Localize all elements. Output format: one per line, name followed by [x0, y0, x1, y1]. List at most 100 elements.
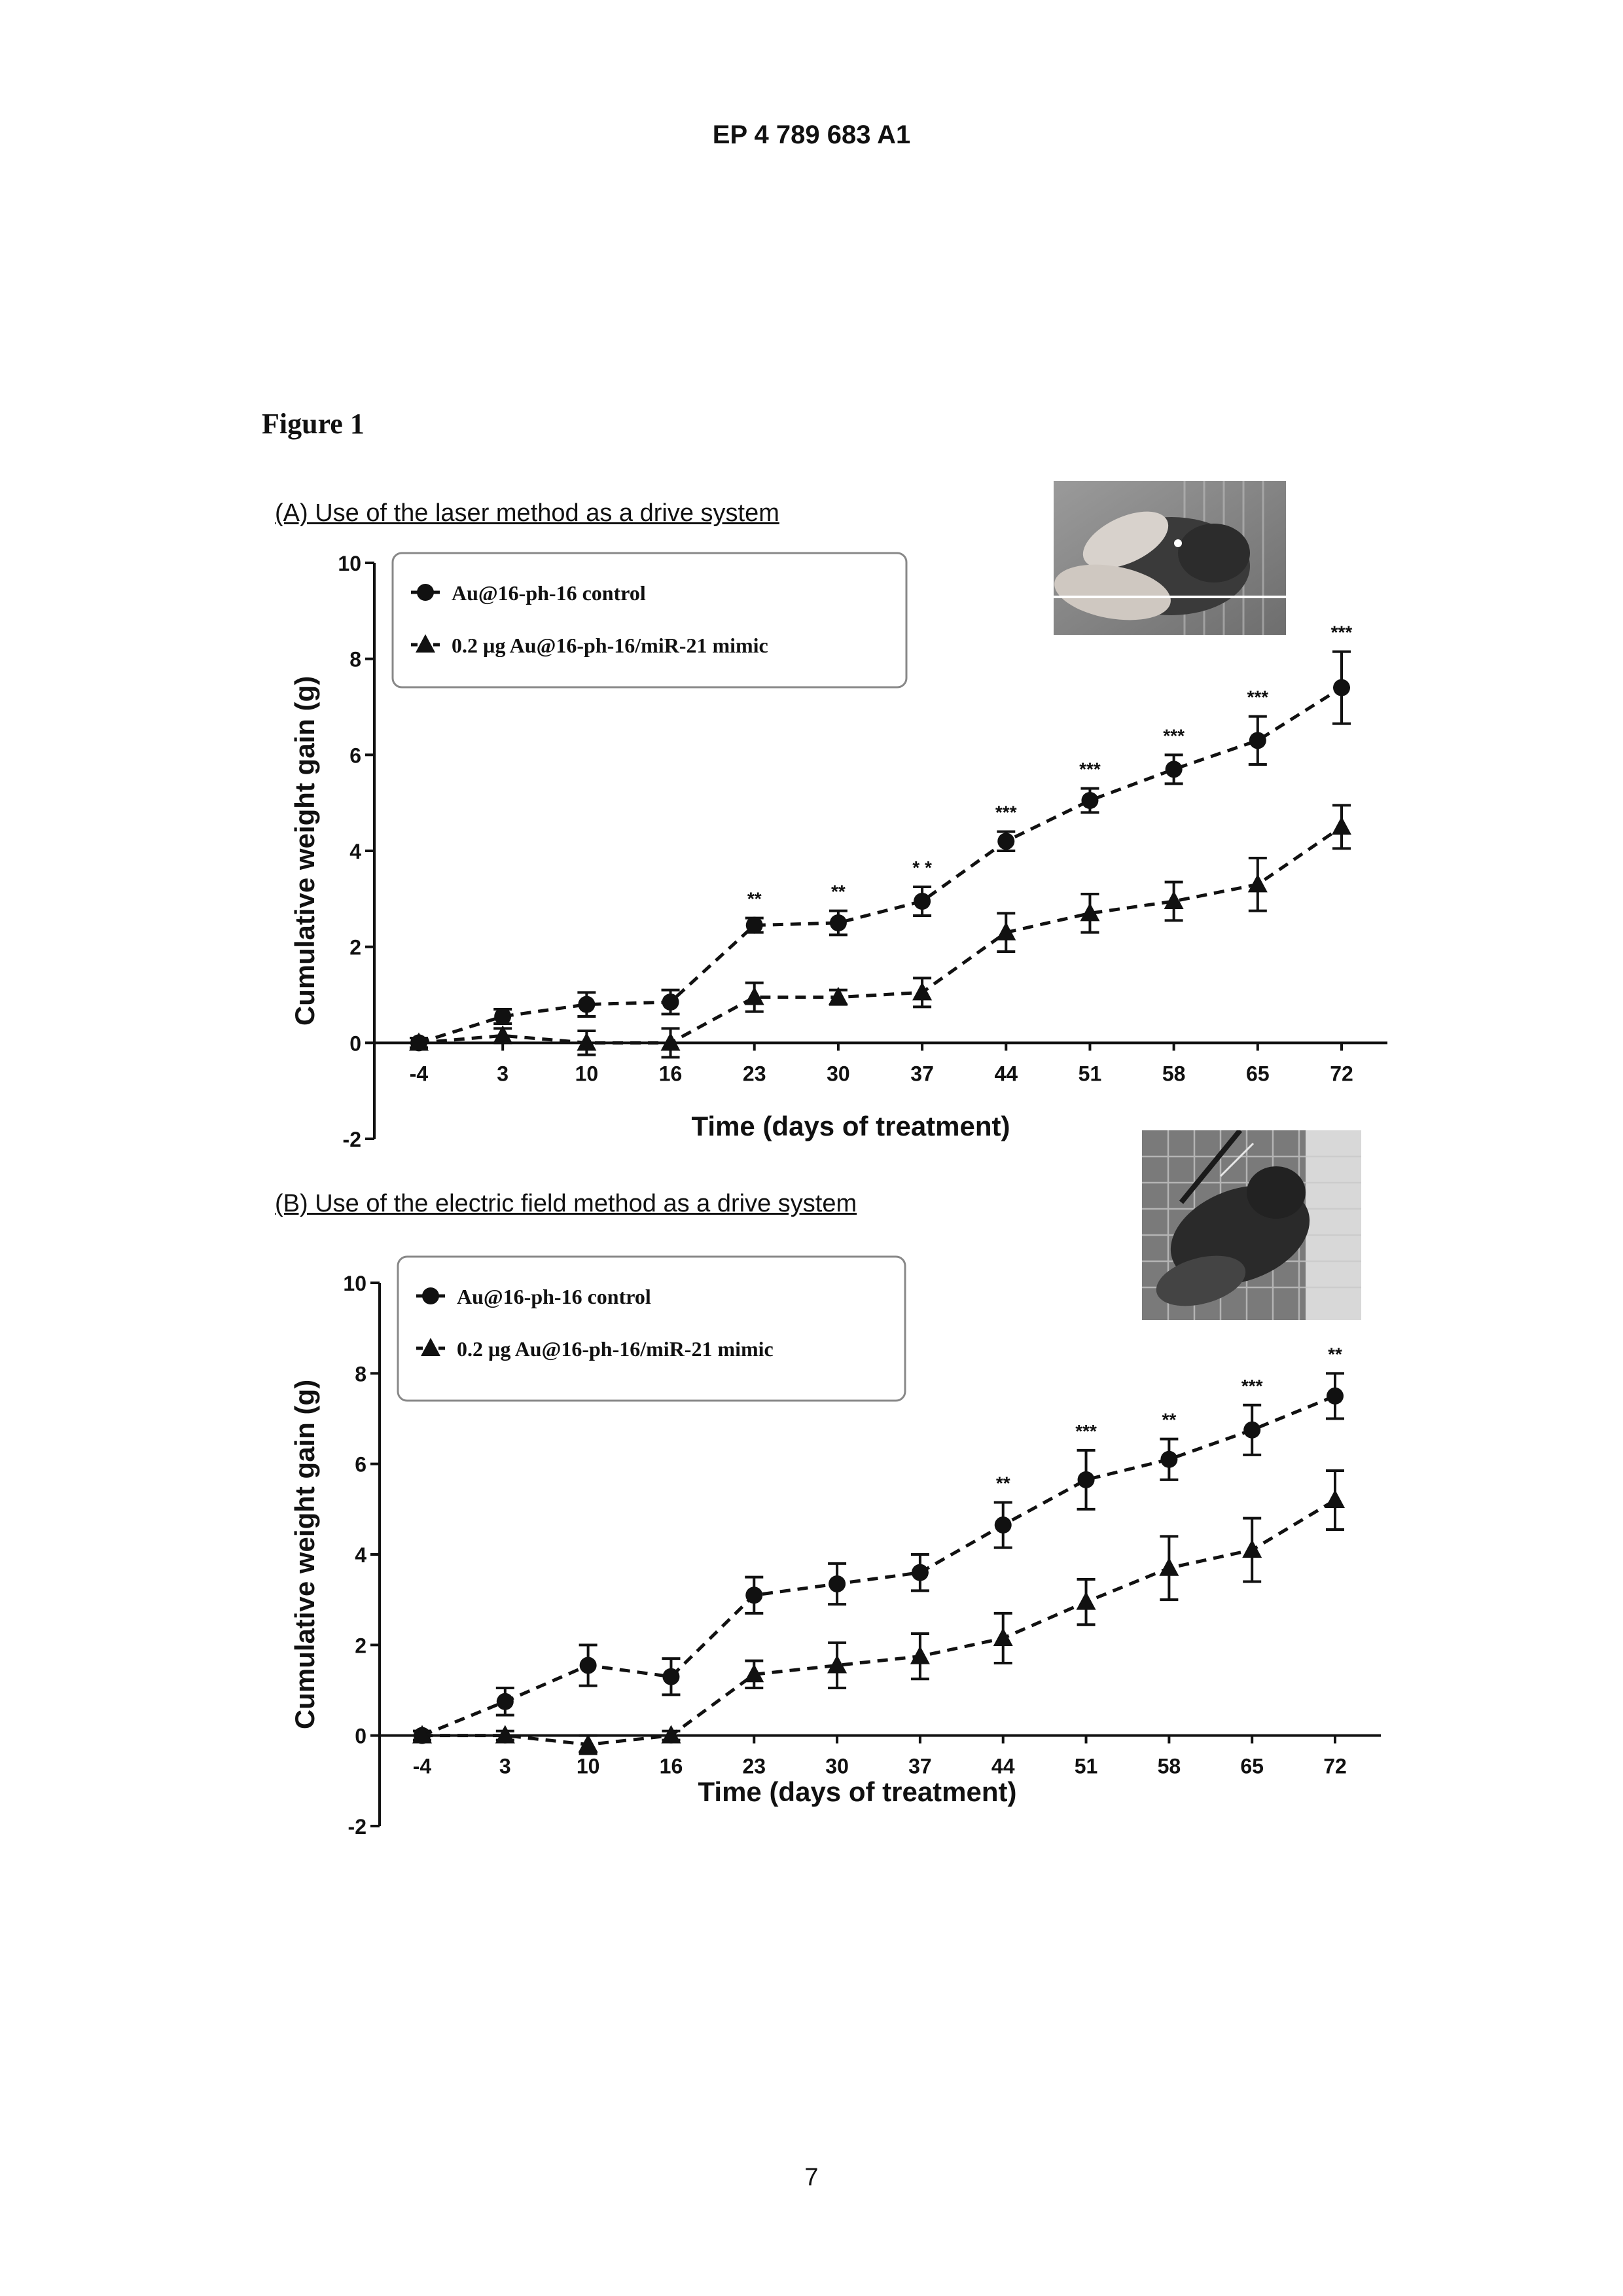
page-number: 7 [0, 2164, 1623, 2192]
x-tick-label: 3 [497, 1062, 508, 1085]
y-tick-label: 0 [349, 1031, 361, 1055]
y-axis-title: Cumulative weight gain (g) [289, 1380, 320, 1729]
data-point-circle [830, 914, 847, 931]
data-point-circle [1081, 792, 1098, 809]
y-tick-label: 2 [355, 1634, 366, 1657]
page-header: EP 4 789 683 A1 [0, 120, 1623, 150]
data-point-triangle [1325, 1490, 1345, 1508]
data-point-circle [1078, 1471, 1095, 1488]
significance-label: *** [995, 802, 1017, 823]
y-tick-label: -2 [343, 1128, 361, 1151]
x-tick-label: 72 [1330, 1062, 1353, 1085]
y-tick-label: 10 [343, 1272, 366, 1295]
y-tick-label: 8 [349, 648, 361, 672]
data-point-circle [1243, 1422, 1260, 1439]
x-tick-label: 37 [910, 1062, 934, 1085]
x-tick-label: 65 [1246, 1062, 1270, 1085]
x-axis-title: Time (days of treatment) [692, 1111, 1010, 1141]
y-tick-label: 8 [355, 1362, 366, 1386]
significance-label: *** [1163, 725, 1185, 745]
data-point-circle [914, 893, 931, 910]
data-point-circle [662, 1668, 679, 1685]
data-point-circle [1166, 761, 1183, 778]
data-point-circle [829, 1575, 846, 1592]
data-point-triangle [1248, 874, 1268, 892]
x-tick-label: 72 [1323, 1755, 1347, 1778]
data-point-triangle [993, 1628, 1013, 1646]
data-point-circle [494, 1008, 511, 1025]
significance-label: *** [1247, 687, 1268, 708]
data-point-circle [662, 994, 679, 1011]
x-tick-label: 10 [577, 1755, 600, 1778]
x-tick-label: 51 [1075, 1755, 1098, 1778]
x-tick-label: 65 [1240, 1755, 1264, 1778]
x-tick-label: 30 [825, 1755, 849, 1778]
x-tick-label: 23 [743, 1062, 766, 1085]
data-point-triangle [910, 1646, 930, 1664]
y-tick-label: 6 [349, 744, 361, 767]
data-point-circle [1249, 732, 1266, 749]
data-point-circle [1327, 1388, 1344, 1405]
legend-marker-circle [422, 1287, 439, 1304]
legend-box [398, 1257, 905, 1401]
x-tick-label: 10 [575, 1062, 599, 1085]
y-tick-label: 4 [355, 1543, 366, 1567]
x-tick-label: 3 [499, 1755, 511, 1778]
series-line-1 [419, 688, 1342, 1043]
significance-label: ** [747, 889, 762, 909]
y-tick-label: 6 [355, 1453, 366, 1477]
chart-b: -20246810-4310162330374451586572Time (da… [0, 1244, 1623, 1839]
data-point-triangle [1332, 816, 1351, 834]
series-line-2 [422, 1500, 1335, 1745]
significance-label: ** [996, 1473, 1010, 1493]
legend-box [393, 553, 906, 687]
series-line-1 [422, 1396, 1335, 1736]
x-tick-label: 51 [1079, 1062, 1102, 1085]
data-point-triangle [1242, 1539, 1262, 1558]
x-tick-label: 16 [659, 1062, 683, 1085]
data-point-triangle [1077, 1592, 1096, 1610]
x-tick-label: 58 [1162, 1062, 1186, 1085]
panel-b-title: (B) Use of the electric field method as … [275, 1190, 857, 1218]
y-tick-label: -2 [348, 1815, 366, 1839]
panel-a-title: (A) Use of the laser method as a drive s… [275, 499, 779, 528]
x-tick-label: 30 [827, 1062, 850, 1085]
y-tick-label: 10 [338, 552, 361, 575]
chart-a: -2 0 2 4 6 8 10 -4 3 10 16 23 30 37 44 51 58 65 72 Time (da… [0, 537, 1623, 1165]
data-point-circle [997, 833, 1014, 850]
significance-label: * * [912, 857, 932, 878]
x-tick-label: 23 [742, 1755, 766, 1778]
figure-title: Figure 1 [262, 407, 365, 440]
data-point-circle [580, 1657, 597, 1674]
data-point-circle [746, 917, 763, 934]
significance-label: ** [1328, 1344, 1342, 1364]
data-point-circle [578, 996, 595, 1013]
data-point-circle [497, 1693, 514, 1710]
legend-label: 0.2 µg Au@16-ph-16/miR-21 mimic [452, 634, 768, 657]
data-point-circle [1160, 1451, 1177, 1468]
legend-label: Au@16-ph-16 control [452, 581, 646, 605]
data-point-triangle [912, 982, 932, 1000]
x-tick-label: -4 [413, 1755, 432, 1778]
y-tick-label: 2 [349, 936, 361, 960]
y-tick-label: 0 [355, 1725, 366, 1748]
significance-label: *** [1241, 1376, 1263, 1396]
x-tick-label: 16 [660, 1755, 683, 1778]
x-tick-label: 58 [1158, 1755, 1181, 1778]
data-point-circle [1333, 679, 1350, 696]
significance-label: *** [1075, 1421, 1097, 1441]
x-tick-label: -4 [410, 1062, 429, 1085]
legend-label: 0.2 µg Au@16-ph-16/miR-21 mimic [457, 1337, 774, 1361]
data-point-circle [745, 1587, 762, 1604]
series-line-2 [419, 827, 1342, 1043]
significance-label: ** [1162, 1410, 1176, 1430]
y-axis-title: Cumulative weight gain (g) [289, 676, 320, 1026]
significance-label: ** [831, 882, 846, 902]
legend-marker-circle [417, 584, 434, 601]
x-tick-label: 44 [994, 1062, 1018, 1085]
y-tick-label: 4 [349, 840, 361, 863]
data-point-circle [995, 1516, 1012, 1534]
legend-label: Au@16-ph-16 control [457, 1285, 651, 1308]
data-point-circle [912, 1564, 929, 1581]
significance-label: *** [1079, 759, 1101, 780]
